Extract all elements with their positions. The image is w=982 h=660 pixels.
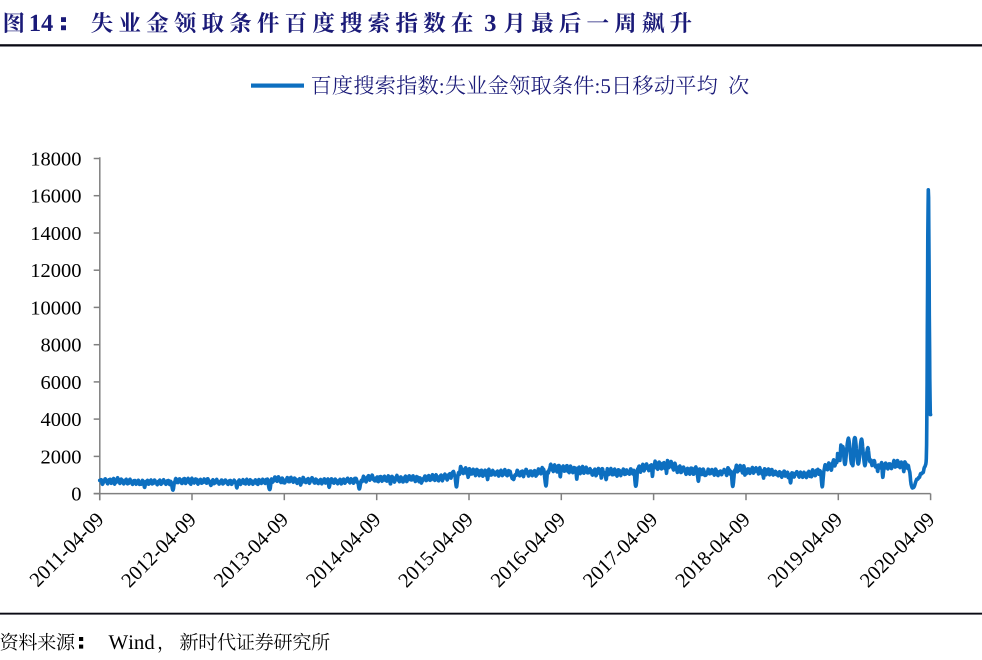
svg-text:16000: 16000: [30, 186, 81, 208]
svg-text:12000: 12000: [30, 260, 81, 282]
svg-text:6000: 6000: [41, 372, 82, 394]
svg-text:10000: 10000: [30, 297, 81, 319]
svg-text:2000: 2000: [41, 446, 82, 468]
svg-text:18000: 18000: [30, 148, 81, 170]
svg-text:14000: 14000: [30, 223, 81, 245]
svg-text:4000: 4000: [41, 409, 82, 431]
svg-text:0: 0: [71, 484, 81, 506]
svg-text:8000: 8000: [41, 335, 82, 357]
